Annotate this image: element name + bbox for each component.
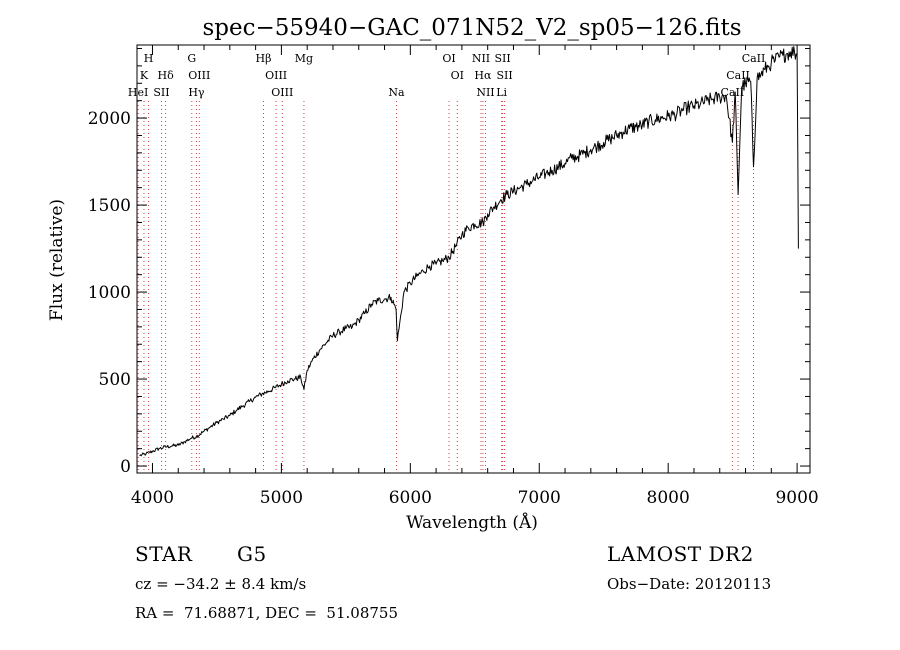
- y-tick-label: 2000: [88, 109, 131, 129]
- line-marker-label: Na: [388, 86, 405, 99]
- x-tick-label: 9000: [775, 488, 818, 508]
- line-marker-label: OI: [451, 69, 464, 82]
- line-marker-label: OIII: [271, 86, 293, 99]
- object-class: STAR: [135, 542, 193, 566]
- line-marker-label: NII: [476, 86, 494, 99]
- x-tick-label: 5000: [260, 488, 303, 508]
- y-axis-label: Flux (relative): [47, 199, 67, 321]
- x-tick-label: 8000: [647, 488, 690, 508]
- line-marker-label: Mg: [295, 52, 313, 65]
- line-marker-label: SII: [496, 69, 512, 82]
- line-marker-label: HeI: [128, 86, 148, 99]
- line-marker-label: OIII: [188, 69, 210, 82]
- ra-dec: RA = 71.68871, DEC = 51.08755: [135, 604, 399, 622]
- obs-date: Obs−Date: 20120113: [607, 575, 772, 593]
- line-marker-label: SII: [153, 86, 169, 99]
- x-tick-label: 6000: [389, 488, 432, 508]
- y-tick-label: 1500: [88, 196, 131, 216]
- redshift-cz: cz = −34.2 ± 8.4 km/s: [135, 575, 307, 593]
- y-tick-label: 0: [120, 457, 131, 477]
- line-marker-label: Hδ: [158, 69, 175, 82]
- spectrum-line: [139, 46, 799, 457]
- line-marker-label: OI: [442, 52, 455, 65]
- line-marker-label: NII: [472, 52, 490, 65]
- line-marker-label: Hβ: [256, 52, 272, 65]
- object-subclass: G5: [237, 542, 267, 566]
- line-marker-label: H: [144, 52, 154, 65]
- spectrum-series: [139, 46, 799, 457]
- y-axis: 0 500 1000 1500 2000: [88, 47, 810, 477]
- line-marker-label: CaII: [726, 69, 750, 82]
- y-tick-label: 1000: [88, 283, 131, 303]
- line-marker-label: Hγ: [188, 86, 205, 99]
- line-marker-label: K: [140, 69, 149, 82]
- survey-name: LAMOST DR2: [607, 542, 754, 566]
- line-marker-label: OIII: [265, 69, 287, 82]
- x-tick-label: 7000: [518, 488, 561, 508]
- x-tick-label: 4000: [131, 488, 174, 508]
- x-axis-label: Wavelength (Å): [406, 512, 538, 533]
- line-marker-label: CaII: [742, 52, 766, 65]
- line-marker-label: SII: [495, 52, 511, 65]
- y-tick-label: 500: [99, 370, 131, 390]
- plot-frame: [136, 44, 811, 474]
- chart-title: spec−55940−GAC_071N52_V2_sp05−126.fits: [202, 15, 741, 41]
- line-marker-label: Li: [496, 86, 507, 99]
- line-marker-label: Hα: [474, 69, 492, 82]
- line-marker-label: G: [187, 52, 196, 65]
- x-axis: 4000 5000 6000 7000 8000 9000: [131, 45, 819, 508]
